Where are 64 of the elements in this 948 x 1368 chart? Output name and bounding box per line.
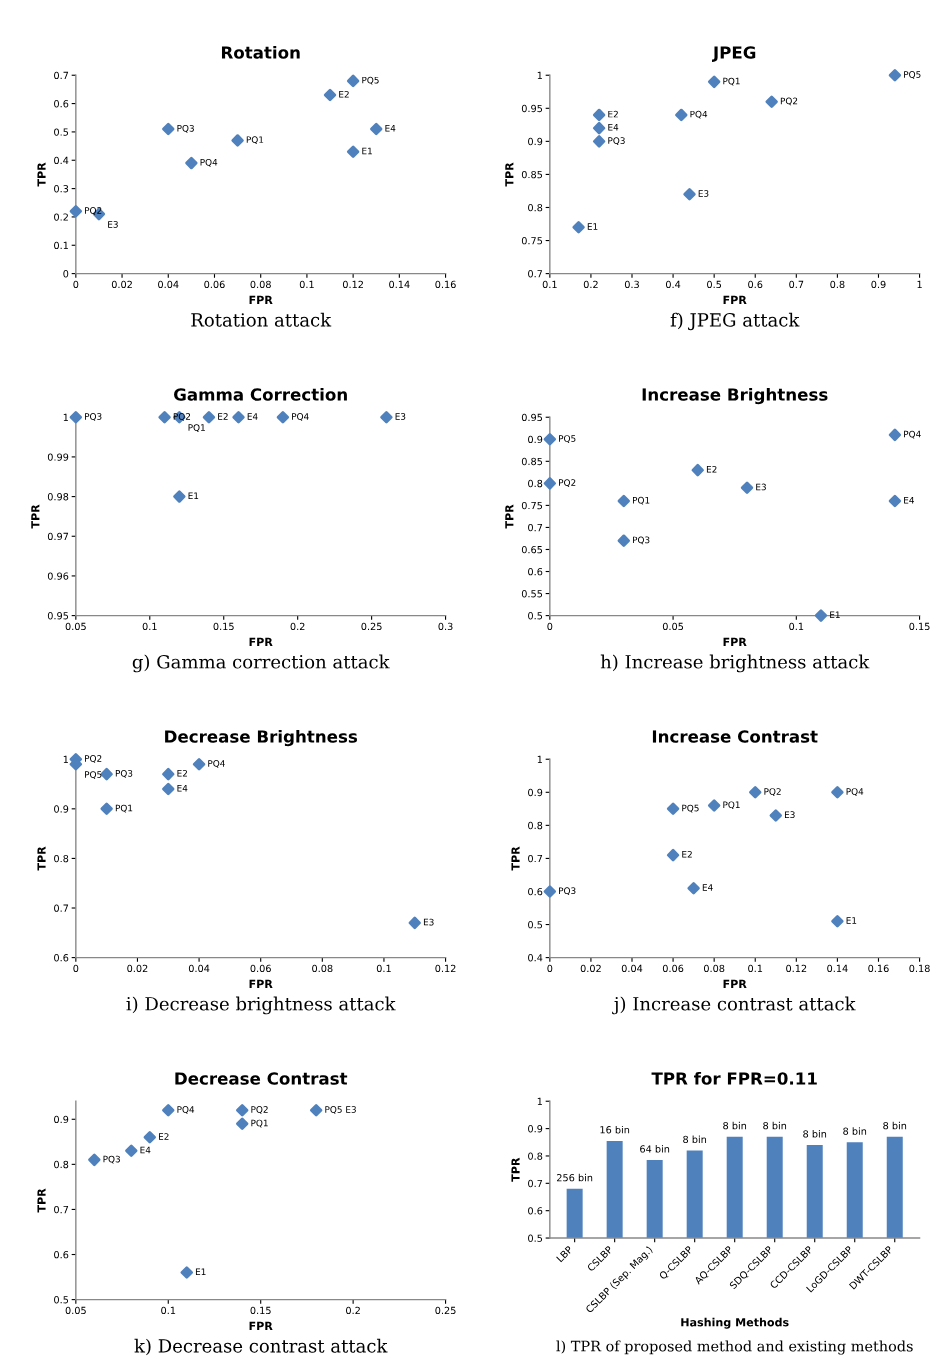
text: f) JPEG attack bbox=[670, 312, 800, 331]
point bbox=[180, 1266, 193, 1279]
point bbox=[231, 134, 244, 147]
point bbox=[125, 1144, 138, 1158]
point bbox=[749, 786, 762, 799]
point bbox=[831, 786, 844, 799]
chart-title: Increase Contrast bbox=[652, 730, 818, 743]
point bbox=[765, 95, 778, 108]
point bbox=[888, 428, 902, 442]
point bbox=[323, 88, 337, 102]
text: g) Gamma correction attack bbox=[132, 654, 390, 673]
chart-title: Gamma Correction bbox=[174, 387, 347, 401]
point bbox=[831, 915, 844, 928]
point bbox=[192, 758, 206, 771]
point bbox=[740, 481, 754, 494]
text: Rotation attack bbox=[191, 312, 332, 327]
point bbox=[683, 188, 696, 201]
point bbox=[100, 767, 113, 781]
point bbox=[543, 885, 557, 898]
point bbox=[309, 1104, 323, 1117]
text: i) Decrease brightness attack bbox=[126, 996, 396, 1015]
point bbox=[888, 494, 902, 508]
point bbox=[236, 1117, 249, 1130]
point bbox=[162, 767, 175, 781]
point bbox=[572, 221, 585, 234]
point bbox=[543, 433, 557, 446]
text: j) Increase contrast attack bbox=[612, 996, 856, 1015]
point bbox=[408, 916, 421, 930]
point bbox=[100, 802, 113, 816]
point bbox=[185, 156, 198, 170]
point bbox=[814, 609, 828, 622]
point bbox=[691, 463, 704, 477]
point bbox=[543, 477, 557, 490]
point bbox=[88, 1153, 101, 1167]
point bbox=[592, 135, 606, 148]
point bbox=[675, 108, 688, 122]
point bbox=[162, 122, 175, 136]
point bbox=[617, 494, 630, 508]
point bbox=[666, 848, 680, 862]
point bbox=[592, 108, 606, 122]
chart-title: Rotation bbox=[221, 45, 300, 59]
point bbox=[707, 799, 721, 812]
chart-title: JPEG bbox=[712, 46, 756, 62]
point bbox=[346, 74, 360, 88]
chart-title: Increase Brightness bbox=[642, 387, 828, 405]
point bbox=[769, 809, 782, 822]
chart-title: Decrease Brightness bbox=[165, 729, 358, 747]
point bbox=[888, 69, 902, 82]
chart-title: TPR for FPR=0.11 bbox=[651, 1071, 817, 1085]
point bbox=[617, 534, 630, 547]
chart-title: Decrease Contrast bbox=[175, 1072, 348, 1085]
point bbox=[666, 802, 680, 816]
point bbox=[707, 75, 721, 89]
point bbox=[592, 121, 606, 135]
text: h) Increase brightness attack bbox=[600, 654, 870, 673]
point bbox=[143, 1131, 156, 1144]
point bbox=[162, 1104, 175, 1117]
point bbox=[162, 782, 175, 796]
point bbox=[687, 881, 700, 895]
text: k) Decrease contrast attack bbox=[134, 1338, 388, 1356]
point bbox=[236, 1104, 249, 1117]
point bbox=[69, 205, 83, 218]
point bbox=[346, 145, 360, 158]
point bbox=[370, 122, 383, 136]
